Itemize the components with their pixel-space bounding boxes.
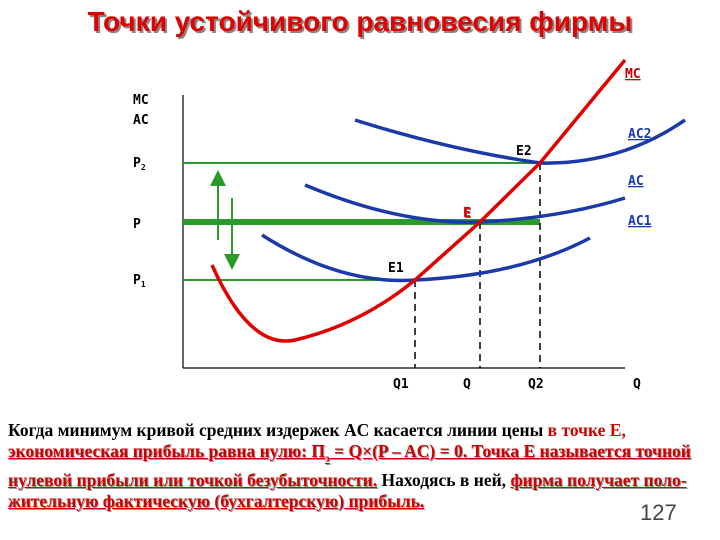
text: э	[325, 452, 330, 465]
price-label: P1	[133, 273, 146, 289]
ac-curves	[261, 118, 686, 283]
text: экономическая прибыль равна нулю: П	[8, 441, 325, 461]
quantity-label: Q	[463, 377, 471, 392]
point-label: E1	[388, 261, 404, 276]
curve-label: MC	[625, 67, 641, 82]
dashed-lines	[414, 163, 541, 368]
curve-label: AC2	[628, 127, 651, 142]
text: Когда минимум кривой средних издержек AC…	[8, 420, 548, 440]
text: в точке Е,	[547, 420, 626, 440]
x-axis-label: Q	[633, 377, 641, 392]
quantity-label: Q2	[528, 377, 544, 392]
curve-label: AC1	[628, 214, 652, 229]
axes	[182, 95, 625, 369]
y-axis-label: MC	[133, 93, 149, 108]
point-label: E2	[516, 144, 532, 159]
curve-label: AC	[628, 174, 644, 189]
y-axis-label: AC	[133, 113, 149, 128]
page-number: 127	[640, 500, 677, 525]
price-label: P2	[133, 156, 146, 172]
slide-title: Точки устойчивого равновесия фирмы	[87, 6, 633, 37]
text: Находясь в ней,	[377, 469, 511, 490]
price-label: P	[133, 217, 141, 232]
mc-curve	[210, 58, 627, 343]
text: фирма получает поло-жительную фактическу…	[8, 469, 687, 511]
quantity-label: Q1	[393, 377, 409, 392]
point-label: E	[463, 206, 471, 221]
text: = Q×(P – AC) = 0. Точка Е называется точ…	[8, 441, 691, 490]
explanation: Когда минимум кривой средних издержек AC…	[8, 420, 708, 512]
